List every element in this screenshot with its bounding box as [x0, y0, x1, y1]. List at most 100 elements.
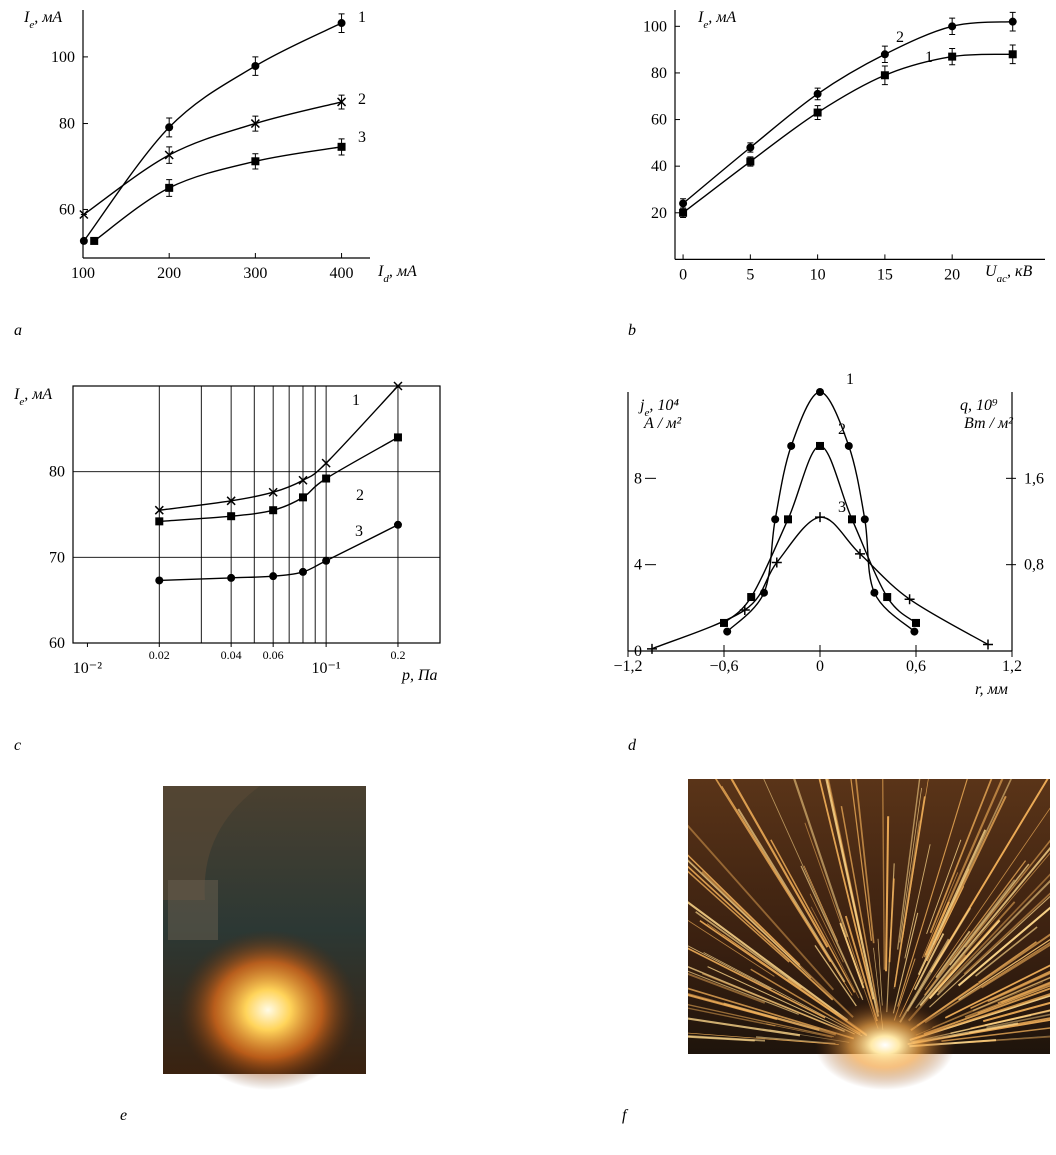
axis-label-part: I: [377, 263, 384, 280]
spark: [814, 945, 857, 1007]
spark: [763, 779, 863, 998]
marker: [321, 458, 331, 468]
marker: [771, 557, 782, 568]
photo-label: f: [622, 1107, 629, 1124]
spark: [964, 839, 1050, 948]
spark: [946, 942, 1050, 1009]
y2-tick-label: 0,8: [1024, 557, 1044, 574]
spark: [921, 872, 959, 959]
axis-label: r, мм: [975, 681, 1008, 698]
marker: [883, 593, 892, 602]
axis-label-part: p: [401, 667, 410, 684]
marker: [322, 556, 331, 565]
spark: [688, 865, 834, 1001]
marker: [250, 119, 260, 129]
y-tick-label: 100: [643, 18, 667, 35]
spark: [688, 919, 775, 977]
spark: [877, 938, 883, 1006]
spark: [714, 779, 832, 963]
marker: [393, 433, 402, 442]
axis-label-part: , мА: [24, 386, 52, 403]
spark: [688, 824, 835, 991]
marker: [165, 183, 174, 192]
photo-shadow: [163, 786, 260, 900]
spark: [932, 779, 1013, 945]
axis-label-part: e: [703, 19, 708, 31]
spark: [688, 993, 837, 1036]
spark: [804, 822, 879, 1029]
x-tick-label: 400: [330, 265, 354, 282]
spark: [688, 1032, 839, 1045]
marker: [90, 236, 99, 245]
marker: [393, 520, 402, 529]
axis-label-part: , мА: [389, 263, 417, 280]
x-tick-label: 0.04: [221, 648, 242, 662]
axis-label-part: , Па: [410, 667, 438, 684]
axis-label-part: I: [697, 9, 704, 26]
marker: [815, 512, 825, 523]
spark: [986, 1013, 1050, 1029]
spark: [981, 943, 1050, 989]
x-tick-label: 0.06: [263, 648, 284, 662]
marker: [880, 50, 889, 59]
axis-label: q, 10⁹: [960, 397, 998, 414]
spark: [701, 973, 843, 1032]
x-tick-label: 20: [944, 266, 960, 283]
curve: [682, 53, 1013, 214]
marker: [79, 209, 89, 220]
spark: [936, 879, 1050, 996]
spark: [899, 787, 922, 943]
y-tick-label: 60: [651, 112, 667, 129]
spark: [906, 907, 972, 1012]
marker: [337, 19, 346, 28]
axis-label: Uac, кВ: [985, 263, 1032, 285]
spark: [896, 779, 921, 950]
marker: [855, 548, 865, 559]
marker: [337, 142, 346, 151]
spark: [840, 806, 880, 1013]
spark: [925, 795, 1007, 962]
spark: [975, 926, 1038, 977]
spark: [937, 873, 1050, 993]
spark: [970, 970, 1050, 1009]
axis-label-part: j: [638, 397, 645, 414]
marker: [848, 515, 856, 524]
marker: [337, 97, 347, 107]
marker: [268, 487, 278, 497]
spark: [967, 939, 1050, 995]
marker: [393, 381, 403, 391]
x-tick-label: −0,6: [709, 658, 738, 675]
marker: [948, 52, 957, 61]
spark: [695, 911, 803, 989]
curve: [159, 436, 399, 523]
marker: [746, 143, 755, 152]
marker: [747, 593, 756, 602]
spark: [924, 807, 1050, 990]
marker: [155, 517, 164, 526]
spark: [688, 1035, 766, 1042]
marker: [251, 157, 260, 166]
spark: [982, 1001, 1050, 1023]
spark: [929, 779, 993, 934]
spark: [924, 901, 950, 956]
spark: [721, 785, 853, 996]
spark: [919, 846, 1050, 1007]
photo-e: [163, 786, 366, 1090]
spark: [850, 779, 873, 941]
marker: [983, 639, 993, 650]
spark: [935, 930, 971, 979]
series-label: 2: [356, 487, 364, 504]
spark: [688, 947, 826, 1019]
marker: [723, 627, 732, 636]
spark: [688, 1004, 834, 1038]
marker: [154, 505, 164, 515]
axis-label: je, 10⁴: [638, 397, 679, 419]
spark: [923, 987, 1050, 1035]
spark: [944, 964, 1050, 1019]
spark: [810, 906, 860, 999]
spark: [926, 839, 962, 934]
spark: [977, 941, 1037, 984]
spark: [688, 870, 790, 963]
marker: [1008, 50, 1017, 59]
y-tick-label: 80: [59, 116, 75, 133]
